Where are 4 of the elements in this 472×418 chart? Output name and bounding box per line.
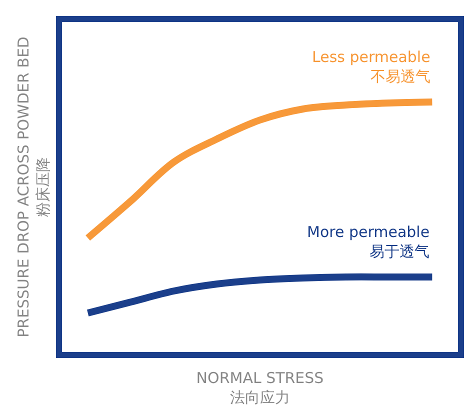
x-axis-title: NORMAL STRESS 法向应力 xyxy=(196,368,324,406)
series-label: Less permeable 不易透气 xyxy=(312,48,430,86)
y-axis-title: PRESSURE DROP ACROSS POWDER BED 粉床压降 xyxy=(14,36,52,338)
series-label: More permeable 易于透气 xyxy=(307,223,430,260)
